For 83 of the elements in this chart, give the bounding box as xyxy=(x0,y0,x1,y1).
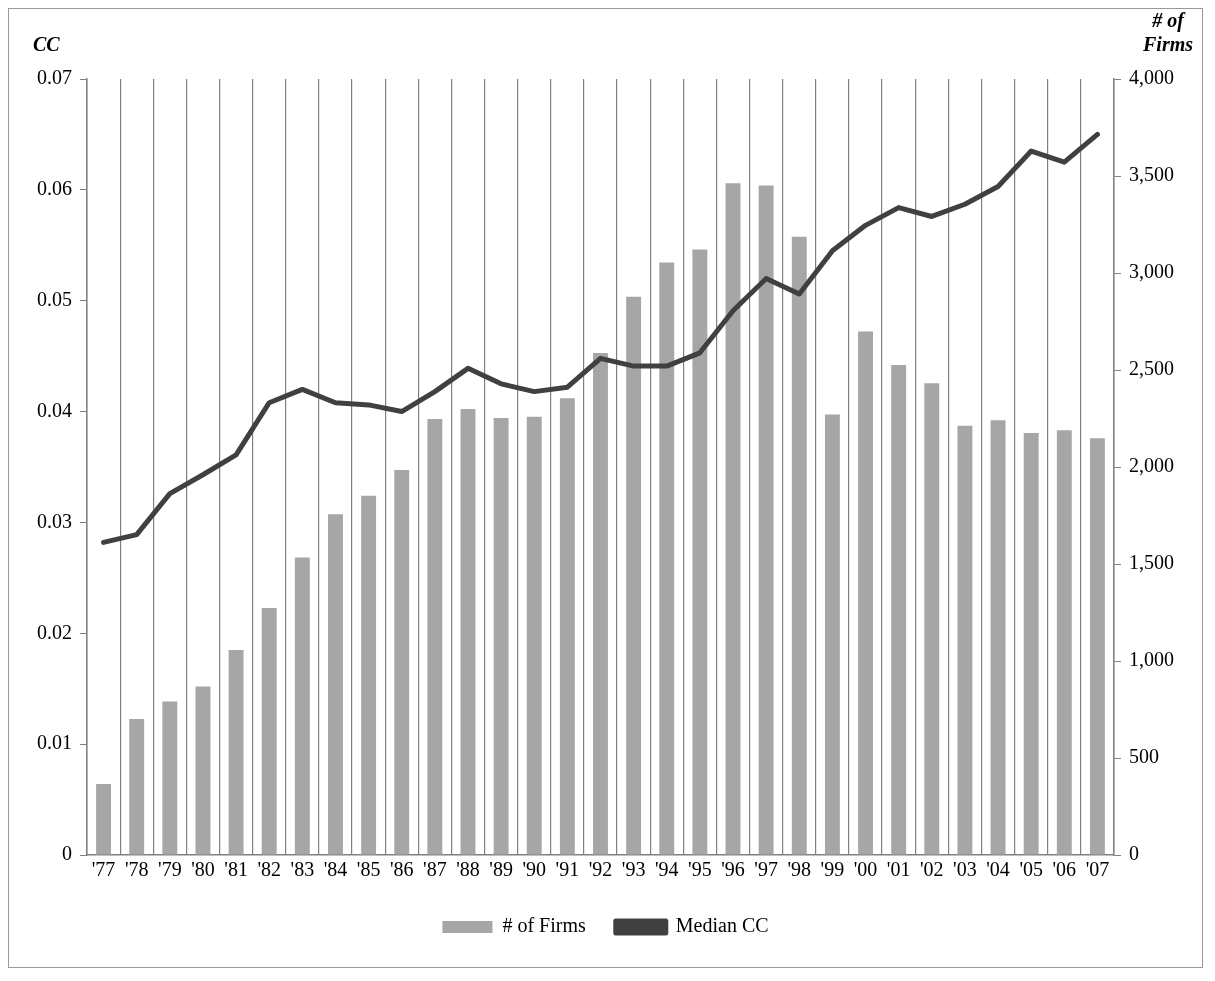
bar xyxy=(228,649,244,855)
bar xyxy=(593,353,608,855)
bar xyxy=(361,495,377,855)
x-tick-label: '95 xyxy=(688,858,712,881)
bar xyxy=(328,514,343,855)
legend-label: Median CC xyxy=(675,914,769,937)
bar xyxy=(1023,433,1039,855)
bar xyxy=(96,784,112,855)
bar xyxy=(758,185,774,855)
bar xyxy=(162,701,178,855)
bar xyxy=(394,470,410,855)
bar xyxy=(990,420,1006,855)
y-tick-label: 0 xyxy=(62,842,72,865)
x-tick-label: '99 xyxy=(820,858,845,881)
bar xyxy=(559,398,575,855)
x-tick-label: '93 xyxy=(621,858,646,881)
y2-tick-label: 3,500 xyxy=(1129,163,1174,186)
bar xyxy=(659,262,675,855)
y2-tick-label: 4,000 xyxy=(1129,66,1174,89)
x-tick-label: '94 xyxy=(654,858,679,881)
y2-tick-label: 2,500 xyxy=(1129,357,1174,380)
x-tick-label: '98 xyxy=(787,858,812,881)
x-tick-label: '83 xyxy=(290,858,315,881)
y-tick-label: 0.07 xyxy=(37,66,72,89)
bar xyxy=(427,418,443,855)
y2-axis-title: # of Firms xyxy=(1141,9,1194,55)
y-tick-label: 0.02 xyxy=(37,620,72,643)
bar xyxy=(129,719,145,855)
y2-tick-label: 3,000 xyxy=(1129,260,1174,283)
x-tick-label: '92 xyxy=(588,858,613,881)
bar xyxy=(824,414,840,855)
x-tick-label: '96 xyxy=(721,858,745,881)
x-tick-label: '05 xyxy=(1019,858,1043,881)
x-tick-label: '03 xyxy=(953,858,977,881)
bar xyxy=(294,557,310,855)
x-tick-label: '04 xyxy=(986,858,1010,881)
x-tick-label: '81 xyxy=(224,858,248,881)
x-tick-label: '02 xyxy=(919,858,944,881)
x-tick-label: '89 xyxy=(489,858,513,881)
bar xyxy=(924,383,940,855)
bar xyxy=(1089,438,1105,855)
bar xyxy=(626,296,642,855)
bar xyxy=(460,408,476,855)
x-tick-label: '87 xyxy=(423,858,447,881)
bar xyxy=(791,236,807,855)
x-tick-label: '82 xyxy=(257,858,282,881)
x-tick-label: '80 xyxy=(191,858,215,881)
x-tick-label: '88 xyxy=(456,858,480,881)
y-tick-label: 0.03 xyxy=(37,509,72,532)
y2-tick-label: 2,000 xyxy=(1129,454,1174,477)
y-tick-label: 0.04 xyxy=(37,398,72,421)
y2-tick-label: 1,500 xyxy=(1129,551,1174,574)
y-tick-label: 0.05 xyxy=(37,287,72,310)
bar xyxy=(957,425,973,855)
legend-label: # of Firms xyxy=(502,914,586,937)
x-tick-label: '91 xyxy=(555,858,580,881)
x-tick-label: '07 xyxy=(1085,858,1110,881)
bar xyxy=(858,331,873,855)
x-tick-label: '97 xyxy=(754,858,778,881)
y-tick-label: 0.01 xyxy=(37,731,72,754)
bar xyxy=(1056,430,1072,855)
x-tick-label: '77 xyxy=(91,858,116,881)
x-tick-label: '01 xyxy=(886,858,911,881)
bar xyxy=(891,364,907,855)
y2-tick-label: 1,000 xyxy=(1129,648,1174,671)
x-tick-label: '79 xyxy=(158,858,182,881)
y-axis-title: CC xyxy=(33,33,61,55)
x-tick-label: '84 xyxy=(323,858,348,881)
y-tick-label: 0.06 xyxy=(37,177,72,200)
y2-tick-label: 0 xyxy=(1129,842,1139,865)
x-tick-label: '06 xyxy=(1052,858,1077,881)
x-tick-label: '90 xyxy=(522,858,547,881)
x-tick-label: '00 xyxy=(853,858,878,881)
bar xyxy=(725,183,741,855)
x-tick-label: '86 xyxy=(389,858,414,881)
bar xyxy=(493,417,509,855)
bar xyxy=(692,249,708,855)
bar xyxy=(261,608,277,855)
bar xyxy=(195,686,211,855)
y2-tick-label: 500 xyxy=(1129,745,1159,768)
x-tick-label: '78 xyxy=(124,858,149,881)
x-tick-label: '85 xyxy=(356,858,381,881)
bar xyxy=(526,416,542,855)
